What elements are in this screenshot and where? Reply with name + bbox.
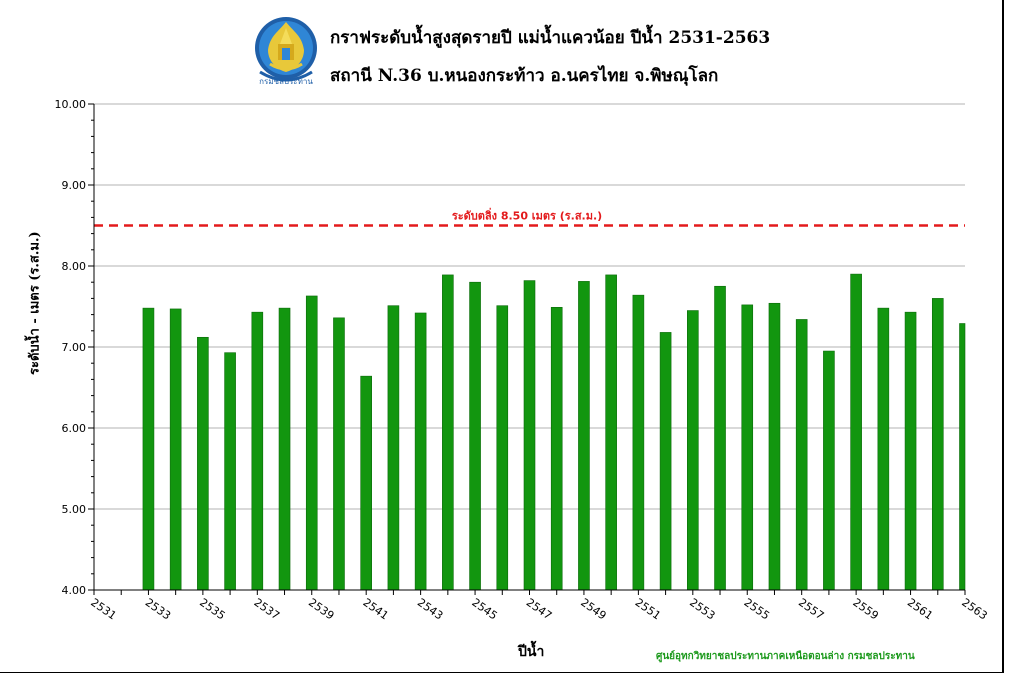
bar-2535	[197, 336, 209, 591]
y-tick-label: 7.00	[62, 341, 87, 354]
bar-2537	[251, 311, 264, 591]
bar-2542	[387, 305, 400, 591]
bar-2558	[823, 350, 835, 591]
bar-2555	[741, 304, 754, 591]
bar-2560	[877, 307, 890, 591]
bar-2561	[904, 311, 917, 591]
y-tick-label: 5.00	[62, 503, 87, 516]
y-tick-label: 9.00	[62, 179, 87, 192]
bar-2563	[959, 323, 966, 591]
y-tick-label: 6.00	[62, 422, 87, 435]
y-tick-label: 8.00	[62, 260, 87, 273]
x-tick-label: 2555	[742, 596, 772, 623]
bar-2551	[632, 294, 645, 591]
bar-2544	[442, 274, 454, 591]
bar-2539	[305, 295, 318, 591]
x-tick-label: 2533	[143, 596, 173, 623]
x-tick-label: 2549	[578, 596, 608, 623]
x-tick-label: 2547	[524, 596, 554, 623]
y-tick-label: 4.00	[62, 584, 87, 597]
bar-2536	[224, 352, 236, 591]
y-tick-label: 10.00	[55, 98, 87, 111]
x-tick-label: 2539	[306, 596, 336, 623]
y-axis-label: ระดับน้ำ - เมตร (ร.ส.ม.)	[27, 231, 43, 375]
x-tick-label: 2543	[415, 596, 445, 623]
bar-2548	[550, 307, 563, 591]
bank-level-label: ระดับตลิ่ง 8.50 เมตร (ร.ส.ม.)	[452, 208, 602, 223]
bar-2553	[687, 310, 699, 591]
x-tick-label: 2561	[905, 596, 935, 623]
x-tick-label: 2537	[252, 596, 282, 623]
x-axis-label: ปีน้ำ	[518, 644, 545, 660]
x-tick-label: 2545	[469, 596, 499, 623]
bar-2533	[142, 307, 155, 591]
source-credit: ศูนย์อุทกวิทยาชลประทานภาคเหนือตอนล่าง กร…	[656, 651, 915, 662]
bar-2547	[523, 280, 536, 591]
bar-2545	[469, 281, 481, 591]
bar-2556	[768, 302, 781, 591]
bar-2557	[795, 319, 808, 591]
bar-2550	[605, 274, 617, 591]
royal-irrigation-department-logo: กรมชลประทาน	[255, 17, 317, 86]
bar-2546	[496, 305, 509, 591]
bar-2559	[850, 273, 862, 591]
bar-2552	[659, 332, 672, 591]
x-tick-label: 2563	[959, 596, 989, 623]
chart-title: กราฟระดับน้ำสูงสุดรายปี แม่น้ำแควน้อย ปี…	[330, 28, 771, 48]
x-tick-label: 2553	[687, 596, 717, 623]
bar-2534	[169, 308, 182, 591]
bar-2541	[360, 375, 372, 591]
bar-2540	[333, 317, 345, 591]
x-tick-label: 2551	[633, 596, 663, 623]
bar-2543	[414, 312, 427, 591]
bar-2549	[578, 281, 590, 591]
chart-subtitle: สถานี N.36 บ.หนองกระท้าว อ.นครไทย จ.พิษณ…	[330, 66, 719, 86]
x-tick-label: 2557	[796, 596, 826, 623]
bar-2538	[278, 307, 291, 591]
logo-text: กรมชลประทาน	[259, 77, 313, 86]
x-tick-label: 2531	[88, 596, 118, 623]
bar-2562	[931, 298, 944, 591]
x-tick-label: 2559	[850, 596, 880, 623]
bar-2554	[714, 285, 726, 591]
x-tick-label: 2535	[197, 596, 227, 623]
x-tick-label: 2541	[360, 596, 390, 623]
